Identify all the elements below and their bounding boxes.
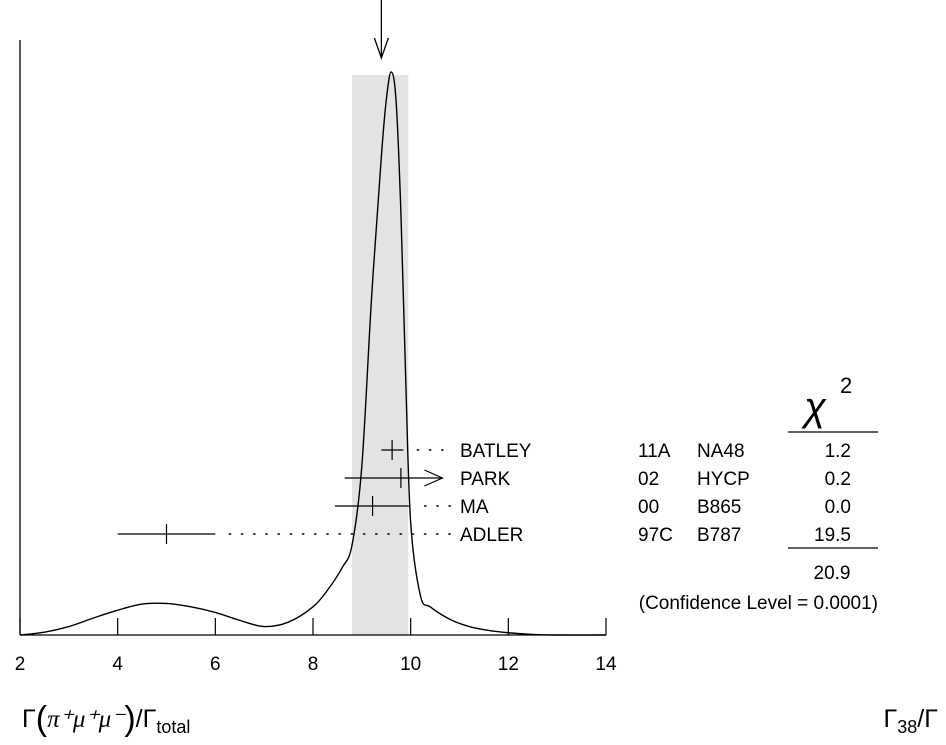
x-tick-label-4: 4 <box>112 654 123 675</box>
x-tick-label-10: 10 <box>400 654 421 675</box>
average-band <box>352 75 409 635</box>
x-label-total-gamma: Γ <box>143 705 157 733</box>
row-adler-year: 97C <box>638 525 673 546</box>
row-park-tecn: HYCP <box>697 469 750 490</box>
row-batley-tecn: NA48 <box>697 441 745 462</box>
x-label-total-sub: total <box>156 717 190 737</box>
x-tick-label-6: 6 <box>210 654 221 675</box>
node-label: Γ38/Γ <box>883 705 938 737</box>
ideogram-curve <box>19 71 607 636</box>
row-batley-experiment: BATLEY <box>460 441 532 462</box>
node-label-sub: 38 <box>897 717 917 737</box>
row-batley-chi2: 1.2 <box>825 441 851 462</box>
x-tick-label-2: 2 <box>15 654 26 675</box>
average-arrow-head <box>373 37 389 60</box>
x-label-slash: / <box>136 705 143 733</box>
row-ma-experiment: MA <box>460 497 489 518</box>
row-adler-chi2: 19.5 <box>814 525 851 546</box>
x-tick-label-14: 14 <box>595 654 617 675</box>
row-batley-year: 11A <box>638 441 671 462</box>
row-adler-experiment: ADLER <box>460 525 523 546</box>
x-tick-label-12: 12 <box>498 654 519 675</box>
row-ma-year: 00 <box>638 497 659 518</box>
row-ma-tecn: B865 <box>697 497 741 518</box>
row-ma-chi2: 0.0 <box>825 497 851 518</box>
row-adler-tecn: B787 <box>697 525 741 546</box>
node-label-base: Γ <box>883 705 897 733</box>
confidence-level: (Confidence Level = 0.0001) <box>639 593 878 614</box>
chi2-power: 2 <box>840 373 852 398</box>
node-label-suffix: /Γ <box>917 705 938 733</box>
x-label-process: π⁺μ⁺μ⁻ <box>47 706 126 733</box>
row-park-chi2: 0.2 <box>825 469 851 490</box>
error-bar-arrow-park <box>424 469 444 487</box>
row-park-year: 02 <box>638 469 659 490</box>
x-label-close-paren: ) <box>124 700 135 738</box>
x-axis-label: Γ(π⁺μ⁺μ⁻)/Γtotal <box>22 700 190 738</box>
x-tick-label-8: 8 <box>308 654 319 675</box>
x-label-gamma: Γ <box>22 705 36 733</box>
row-park-experiment: PARK <box>460 469 511 490</box>
x-label-open-paren: ( <box>36 700 48 738</box>
chi2-total: 20.9 <box>814 563 851 584</box>
chi2-symbol: χ <box>801 385 827 429</box>
